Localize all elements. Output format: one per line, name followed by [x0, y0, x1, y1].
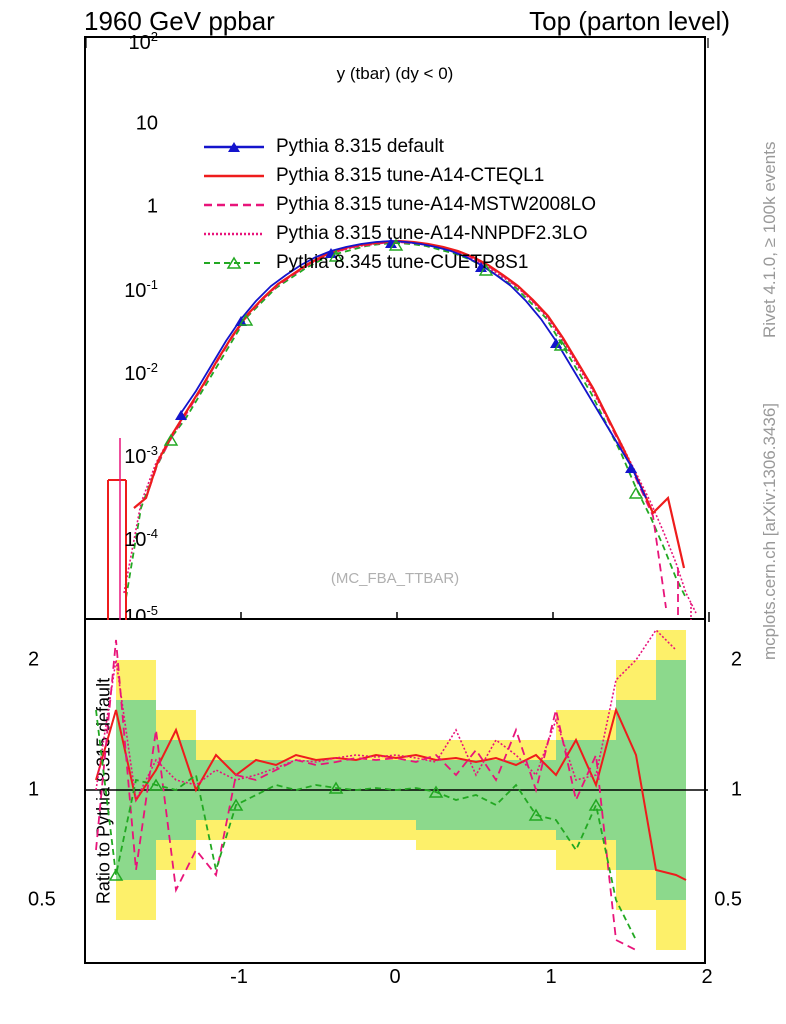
top-left-title: 1960 GeV ppbar: [84, 6, 275, 37]
y-tick-6: 10-4: [124, 526, 158, 552]
y-tick-4: 10-2: [124, 360, 158, 386]
x-tick-2: 1: [545, 966, 556, 989]
ratio-y-tick-right-2: 0.5: [714, 889, 742, 912]
mcplots-label: mcplots.cern.ch [arXiv:1306.3436]: [760, 360, 780, 660]
main-y-axis-labels: 102 10 1 10-1 10-2 10-3 10-4 10-5: [86, 38, 166, 622]
ratio-y-tick-right-0: 2: [731, 649, 742, 672]
main-chart-panel: y (tbar) (dy < 0) (MC_FBA_TTBAR): [84, 36, 706, 620]
ratio-y-tick-0: 2: [28, 649, 39, 672]
legend-label-3: Pythia 8.315 tune-A14-NNPDF2.3LO: [276, 223, 588, 245]
rivet-label: Rivet 4.1.0, ≥ 100k events: [760, 38, 780, 338]
root: { "titles": { "top_left": "1960 GeV ppba…: [0, 0, 786, 1024]
legend-item-3: Pythia 8.315 tune-A14-NNPDF2.3LO: [204, 220, 634, 248]
y-tick-1: 10: [136, 113, 158, 136]
x-axis-labels: -1 0 1 2: [84, 966, 706, 1006]
y-tick-5: 10-3: [124, 443, 158, 469]
x-tick-3: 2: [701, 966, 712, 989]
main-plot-svg: [86, 38, 708, 622]
x-tick-1: 0: [389, 966, 400, 989]
legend-item-1: Pythia 8.315 tune-A14-CTEQL1: [204, 162, 634, 190]
legend-label-0: Pythia 8.315 default: [276, 136, 444, 158]
legend-item-4: Pythia 8.345 tune-CUETP8S1: [204, 249, 634, 277]
ratio-plot-svg: [86, 620, 708, 964]
legend-item-2: Pythia 8.315 tune-A14-MSTW2008LO: [204, 191, 634, 219]
ratio-y-tick-1: 1: [28, 779, 39, 802]
ratio-chart-panel: Ratio to Pythia 8.315 default: [84, 620, 706, 964]
legend-label-1: Pythia 8.315 tune-A14-CTEQL1: [276, 165, 544, 187]
x-tick-0: -1: [230, 966, 248, 989]
chart-legend: Pythia 8.315 default Pythia 8.315 tune-A…: [204, 133, 634, 273]
legend-item-0: Pythia 8.315 default: [204, 133, 634, 161]
legend-label-2: Pythia 8.315 tune-A14-MSTW2008LO: [276, 194, 596, 216]
ratio-y-tick-2: 0.5: [28, 889, 56, 912]
legend-label-4: Pythia 8.345 tune-CUETP8S1: [276, 252, 528, 274]
y-tick-3: 10-1: [124, 277, 158, 303]
ratio-y-tick-right-1: 1: [731, 779, 742, 802]
y-tick-0: 102: [129, 29, 158, 55]
y-tick-2: 1: [147, 196, 158, 219]
top-right-title: Top (parton level): [529, 6, 730, 37]
